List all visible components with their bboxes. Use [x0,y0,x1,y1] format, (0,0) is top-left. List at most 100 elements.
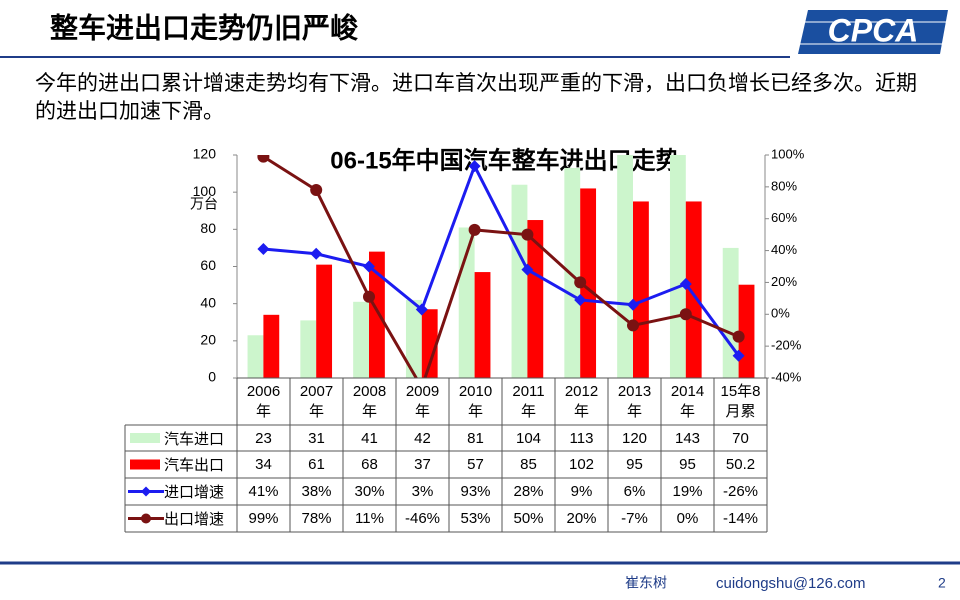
bar [669,155,686,378]
y-tick-label: 60 [200,257,216,273]
legend-label: 进口增速 [164,484,225,501]
data-label: 61 [308,456,325,473]
y2-tick-label: 20% [771,274,797,289]
legend-marker [141,486,151,497]
marker [627,298,639,311]
bar [405,299,422,378]
data-label: 38% [301,483,332,500]
data-label: 6% [623,483,646,500]
marker [257,155,270,163]
line [263,162,740,357]
data-label: 95 [679,456,696,473]
data-label: 120 [621,429,648,447]
y-tick-label: 20 [200,332,216,348]
logo-text: CPCA [828,12,919,48]
data-label: 31 [308,429,325,447]
data-label: 50% [513,510,544,527]
data-label: 81 [467,429,484,447]
y-tick-label: 100 [193,183,217,199]
legend-label: 出口增速 [164,511,225,528]
legend-label: 汽车进口 [164,430,225,448]
data-label: 23 [255,429,272,447]
y-tick-label: 0 [208,369,216,385]
x-tick-label-text: 15年8月累 [720,382,761,420]
x-tick-label: 2008年 [343,378,396,425]
page-number: 2 [938,575,946,591]
line [262,155,740,378]
x-tick-label-text: 2014年 [670,382,705,420]
bar [685,201,702,378]
bar [633,201,649,378]
data-label: 102 [568,456,595,473]
data-label: 78% [301,510,332,527]
marker [627,319,639,332]
y-tick-label: 120 [193,146,217,162]
x-tick-label: 2009年 [396,378,449,425]
marker [468,223,481,236]
body-text: 今年的进出口累计增速走势均有下滑。进口车首次出现严重的下滑，出口负增长已经多次。… [35,72,917,123]
x-tick-label-text: 2006年 [246,382,281,420]
legend-swatch [130,433,160,443]
bar [580,188,597,378]
marker [310,184,323,197]
data-label: 85 [520,456,537,473]
y2-tick-label: 40% [771,242,797,257]
data-label: 99% [248,510,279,527]
x-tick-label-text: 2011年 [512,382,545,420]
bar [527,220,544,378]
marker [468,160,481,173]
footer-author: 崔东树 [625,575,667,591]
data-label: 11% [355,510,384,527]
marker [574,293,587,306]
data-label: 19% [672,483,703,500]
data-label: 68 [361,456,378,473]
data-label: 50.2 [725,456,756,473]
marker [257,242,270,255]
bar [263,314,280,378]
marker [574,276,587,289]
bar [474,272,491,378]
data-label: -46% [404,510,441,527]
data-label: 70 [732,429,749,447]
footer-email: cuidongshu@126.com [716,575,866,592]
x-tick-label-text: 2009年 [405,382,440,420]
bar [617,155,633,378]
bar [300,320,317,378]
data-label: 143 [674,429,701,447]
x-tick-label-text: 2012年 [564,382,599,420]
x-tick-label: 2011年 [502,378,555,425]
marker [310,247,323,260]
y2-tick-label: 100% [771,146,805,161]
x-tick-label: 2006年 [237,378,290,425]
x-tick-label-text: 2010年 [458,382,493,420]
x-tick-label-text: 2007年 [299,382,334,420]
x-tick-label: 2014年 [661,378,714,425]
data-label: 57 [467,456,484,473]
logo-box [798,10,948,54]
marker [363,290,375,303]
data-label: 20% [566,510,597,527]
data-label: 93% [460,483,491,500]
y2-tick-label: 80% [771,178,797,193]
x-tick-label: 2007年 [290,378,343,425]
marker [415,303,428,316]
x-tick-label: 2012年 [555,378,608,425]
data-label: -14% [722,510,759,527]
data-label: 53% [460,510,491,527]
marker [521,228,534,241]
marker [679,308,692,321]
data-label: -26% [722,483,759,500]
slide-title: 整车进出口走势仍旧严峻 [50,11,358,43]
marker [521,263,534,276]
bar [722,247,739,378]
y-tick-label: 40 [200,294,216,310]
x-tick-label: 2010年 [449,378,502,425]
data-label: 30% [354,483,385,500]
data-label: 113 [569,429,594,447]
data-label: 3% [411,483,434,500]
data-label: -7% [621,510,648,527]
bar [421,309,438,378]
bar [564,168,581,378]
